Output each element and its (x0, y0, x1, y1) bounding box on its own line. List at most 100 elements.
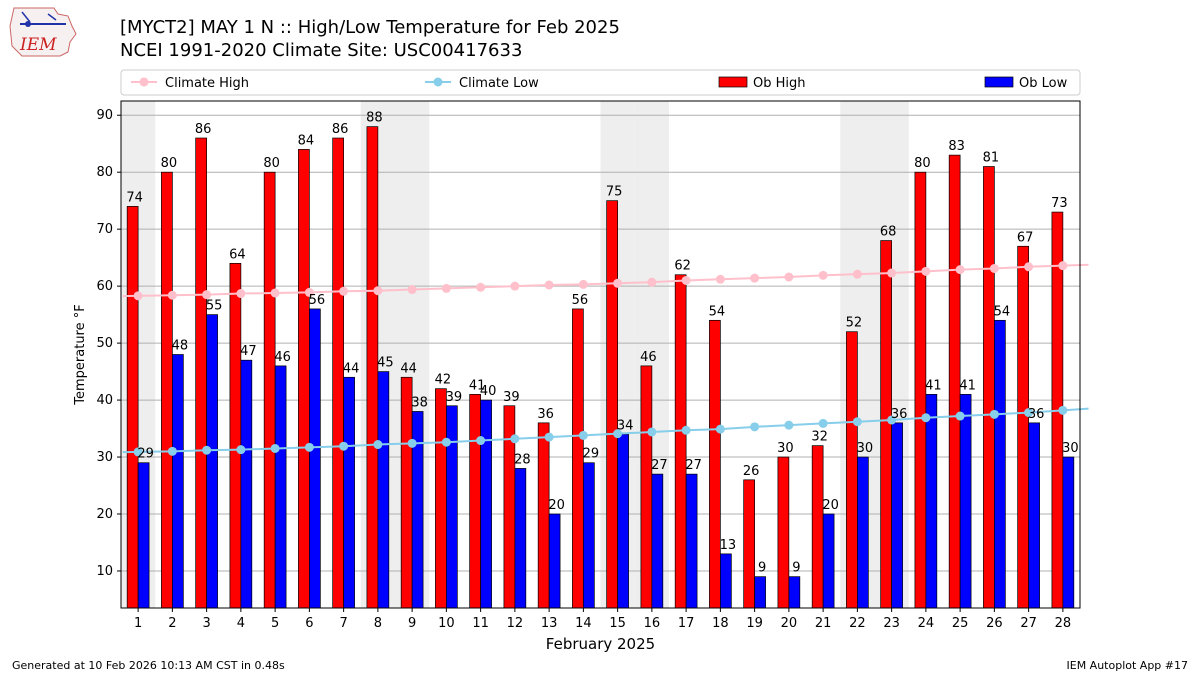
climate-high-point (578, 279, 588, 289)
x-tick-label: 26 (986, 616, 1003, 631)
climate-low-point (476, 436, 486, 446)
ob-low-label: 47 (240, 344, 257, 359)
ob-high-bar (811, 445, 824, 609)
ob-high-label: 52 (846, 316, 863, 331)
ob-low-bar (925, 394, 938, 609)
climate-high-point (339, 286, 349, 296)
climate-low-point (270, 443, 280, 453)
ob-high-bar (469, 394, 481, 609)
ob-high-bar (880, 240, 892, 609)
ob-high-bar (777, 456, 790, 609)
y-tick-label: 30 (96, 450, 113, 465)
ob-high-label: 86 (332, 122, 349, 137)
ob-high-bar (161, 171, 173, 609)
ob-low-label: 20 (548, 498, 565, 513)
ob-high-label: 74 (126, 190, 143, 205)
x-axis-label: February 2025 (546, 635, 655, 653)
x-tick-label: 7 (339, 616, 347, 631)
climate-high-point (647, 277, 657, 287)
climate-high-point (270, 288, 280, 298)
climate-low-point (647, 427, 657, 437)
climate-high-point (407, 285, 417, 295)
ob-low-bar (788, 576, 801, 609)
ob-low-bar (309, 308, 321, 609)
climate-high-point (441, 283, 451, 293)
y-tick-label: 20 (96, 507, 113, 522)
legend-bar-swatch (718, 76, 748, 88)
ob-high-bar (229, 263, 242, 609)
climate-low-point (578, 430, 588, 440)
x-tick-label: 21 (815, 616, 832, 631)
ob-low-bar (720, 553, 732, 609)
ob-high-bar (298, 149, 310, 609)
ob-high-label: 88 (366, 111, 383, 126)
x-tick-label: 28 (1055, 616, 1072, 631)
ob-low-bar (994, 319, 1006, 609)
ob-high-label: 54 (709, 304, 726, 319)
ob-high-label: 41 (469, 378, 486, 393)
plot-frame (120, 100, 1081, 609)
climate-low-point (133, 447, 143, 457)
legend-bar-swatch (984, 76, 1014, 88)
y-tick-label: 70 (96, 222, 113, 237)
x-tick-label: 1 (134, 616, 142, 631)
ob-low-bar (617, 433, 629, 609)
climate-high-point (852, 269, 862, 279)
ob-high-bar (846, 331, 858, 609)
climate-low-point (887, 415, 897, 425)
ob-low-label: 27 (651, 458, 668, 473)
ob-low-bar (685, 473, 698, 609)
ob-high-bar (435, 388, 447, 609)
ob-high-label: 75 (606, 185, 623, 200)
ob-high-bar (606, 200, 618, 609)
ob-high-label: 83 (948, 139, 965, 154)
y-tick-label: 10 (96, 564, 113, 579)
ob-low-label: 36 (1028, 407, 1045, 422)
ob-low-bar (959, 394, 972, 609)
ob-low-label: 39 (446, 390, 463, 405)
ob-high-bar (709, 319, 721, 609)
legend-marker (139, 77, 149, 87)
climate-low-point (784, 420, 794, 430)
ob-low-bar (377, 371, 390, 609)
climate-high-point (613, 278, 623, 288)
ob-high-bar (126, 206, 139, 609)
ob-low-label: 9 (792, 561, 800, 576)
ob-low-bar (651, 473, 664, 609)
climate-high-point (989, 263, 999, 273)
climate-low-point (167, 446, 177, 456)
y-tick-label: 50 (96, 336, 113, 351)
ob-high-label: 68 (880, 225, 897, 240)
x-tick-label: 18 (712, 616, 729, 631)
climate-low-point (304, 442, 314, 452)
ob-high-label: 80 (914, 156, 931, 171)
legend-label: Climate Low (459, 76, 539, 91)
ob-high-label: 80 (263, 156, 280, 171)
ob-high-label: 86 (195, 122, 212, 137)
ob-low-bar (857, 456, 869, 609)
climate-high-point (202, 290, 212, 300)
ob-low-label: 46 (274, 350, 291, 365)
x-tick-label: 3 (202, 616, 210, 631)
ob-low-bar (514, 468, 527, 609)
x-tick-label: 22 (849, 616, 866, 631)
ob-high-label: 36 (537, 407, 554, 422)
climate-high-point (167, 290, 177, 300)
x-tick-label: 20 (781, 616, 798, 631)
ob-low-bar (206, 314, 218, 609)
climate-high-point (544, 280, 554, 290)
ob-high-label: 84 (298, 133, 315, 148)
climate-high-point (955, 265, 965, 275)
ob-high-bar (640, 365, 653, 609)
climate-low-point (441, 437, 451, 447)
y-tick-label: 90 (96, 108, 113, 123)
climate-high-point (750, 273, 760, 283)
ob-low-bar (1062, 456, 1075, 609)
y-tick-label: 80 (96, 165, 113, 180)
x-tick-label: 9 (408, 616, 416, 631)
climate-high-point (133, 291, 143, 301)
legend: Climate High Climate Low Ob High Ob Low (120, 69, 1081, 96)
ob-low-label: 41 (925, 378, 942, 393)
ob-low-bar (1028, 422, 1040, 609)
